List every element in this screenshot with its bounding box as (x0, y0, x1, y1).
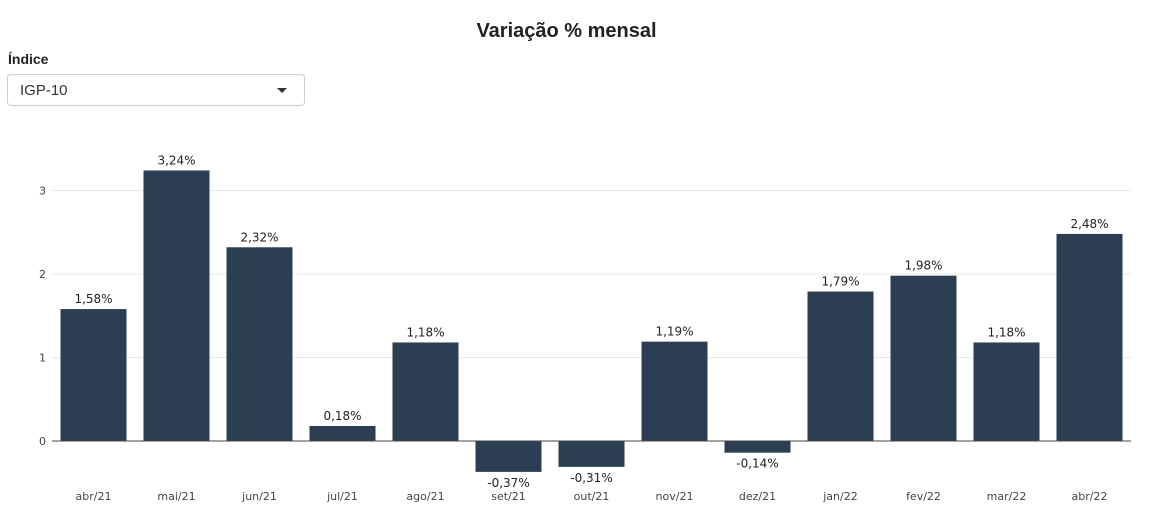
bar-value-label: 2,48% (1070, 217, 1108, 231)
bar[interactable] (890, 275, 957, 441)
bar-value-label: -0,14% (736, 457, 778, 471)
y-tick-label: 3 (39, 185, 46, 198)
x-tick-label: abr/22 (1072, 490, 1108, 503)
x-tick-label: jun/21 (241, 490, 277, 503)
caret-down-icon (277, 88, 287, 93)
grid-layer (52, 190, 1131, 358)
axis-layer: 0 1 2 3 abr/21 mai/21 jun/21 jul/21 ago/21 set/21… (39, 185, 1131, 503)
bar[interactable] (226, 247, 293, 441)
x-tick-label: ago/21 (406, 490, 444, 503)
bar-value-label: 1,58% (74, 292, 112, 306)
x-tick-label: fev/22 (906, 490, 941, 503)
y-tick-label: 2 (39, 268, 46, 281)
bar[interactable] (1056, 233, 1123, 441)
bars-layer (60, 170, 1123, 472)
x-tick-label: jan/22 (822, 490, 857, 503)
x-tick-label: mai/21 (157, 490, 195, 503)
bar-value-label: -0,37% (487, 476, 529, 490)
bar-value-label: 1,18% (406, 325, 444, 339)
x-tick-label: dez/21 (739, 490, 776, 503)
index-select-value: IGP-10 (20, 82, 68, 99)
x-tick-label: jul/21 (326, 490, 358, 503)
bar[interactable] (724, 441, 791, 453)
bar-value-label: 1,79% (821, 275, 859, 289)
y-tick-label: 1 (39, 352, 46, 365)
bar[interactable] (641, 341, 708, 441)
bar[interactable] (60, 309, 127, 441)
bar[interactable] (475, 441, 542, 472)
bar-value-label: 2,32% (240, 230, 278, 244)
labels-layer: 1,58% 3,24% 2,32% 0,18% 1,18% -0,37% -0,31% 1,1… (74, 153, 1108, 489)
x-tick-label: out/21 (574, 490, 610, 503)
y-tick-label: 0 (39, 435, 46, 448)
bar-value-label: 3,24% (157, 153, 195, 167)
bar[interactable] (807, 291, 874, 441)
bar-value-label: 1,19% (655, 325, 693, 339)
bar[interactable] (558, 441, 625, 467)
bar[interactable] (973, 342, 1040, 441)
x-tick-label: nov/21 (656, 490, 694, 503)
bar[interactable] (309, 425, 376, 441)
bar-value-label: -0,31% (570, 471, 612, 485)
bar-value-label: 1,98% (904, 259, 942, 273)
bar[interactable] (392, 342, 459, 441)
bar-value-label: 0,18% (323, 409, 361, 423)
x-tick-label: mar/22 (987, 490, 1027, 503)
chart-title: Variação % mensal (476, 20, 657, 42)
x-tick-label: abr/21 (76, 490, 112, 503)
bar-value-label: 1,18% (987, 325, 1025, 339)
index-filter-label: Índice (8, 51, 49, 67)
index-select[interactable]: IGP-10 (7, 74, 305, 106)
x-tick-label: set/21 (491, 490, 526, 503)
bar[interactable] (143, 170, 210, 441)
